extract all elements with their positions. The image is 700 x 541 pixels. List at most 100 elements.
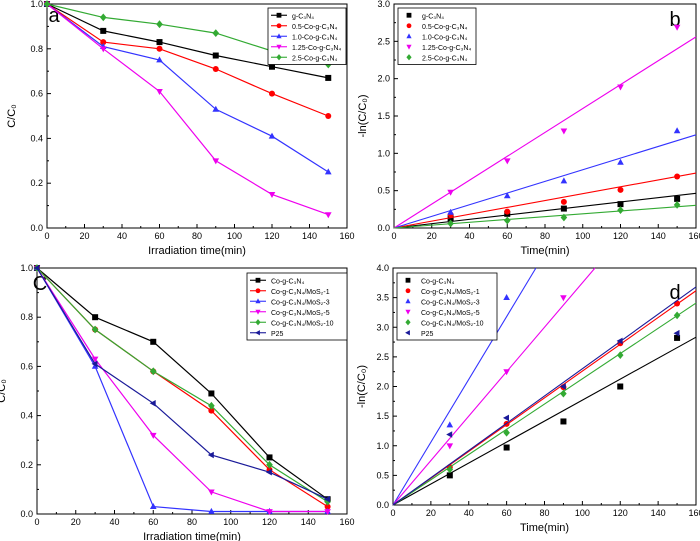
fit-line <box>393 36 697 229</box>
legend-entry: 1.25-Co-g-C₃N₄ <box>406 45 471 52</box>
legend-entry: P25 <box>405 330 434 338</box>
legend-label: 2.5-Co-g-C₃N₄ <box>292 55 338 62</box>
x-tick-label: 40 <box>464 231 474 241</box>
x-tick-label: 140 <box>301 517 316 527</box>
x-tick-label: 100 <box>227 231 242 241</box>
data-point <box>446 431 453 438</box>
y-tick-label: 0.8 <box>30 44 43 54</box>
data-point <box>447 215 454 222</box>
legend-label: Co-g-C₃N₄/MoS₂-5 <box>271 310 330 317</box>
data-point <box>33 264 40 272</box>
data-point <box>560 177 568 184</box>
data-point <box>560 198 567 205</box>
y-tick-label: 0.5 <box>377 186 390 196</box>
y-tick-label: 3.0 <box>377 0 390 9</box>
data-point <box>560 128 568 135</box>
data-point <box>447 189 454 196</box>
data-point <box>325 74 332 81</box>
y-tick-label: 0.0 <box>376 500 389 510</box>
legend-marker <box>405 277 411 283</box>
fit-line <box>393 134 697 229</box>
series-5 <box>392 302 697 506</box>
chart-panel-c: 0 20 40 60 80 100 120 140 160 0.0 0.2 0.4 0.6 0.8 1.0 I… <box>0 263 355 541</box>
data-point <box>324 509 331 516</box>
legend-entry: Co-g-C₃N₄/MoS₂-3 <box>405 298 480 306</box>
y-tick-label: 1.0 <box>30 0 43 9</box>
legend-label: 0.5-Co-g-C₃N₄ <box>422 24 468 31</box>
chart-panel-a: 0 20 40 60 80 100 120 140 160 0.0 0.2 0.4 0.6 0.8 1.0 I… <box>6 0 355 257</box>
series-1 <box>392 334 697 506</box>
data-point <box>503 428 510 437</box>
legend-label: Co-g-C₃N₄/MoS₂-3 <box>421 299 480 306</box>
legend-label: 1.25-Co-g-C₃N₄ <box>292 45 341 52</box>
data-point <box>560 213 568 222</box>
legend-label: Co-g-C₃N₄/MoS₂-1 <box>271 289 330 296</box>
y-tick-label: 1.5 <box>377 111 390 121</box>
data-point <box>560 205 567 212</box>
y-tick-label: 0.6 <box>20 361 33 371</box>
data-point <box>446 443 454 450</box>
x-tick-label: 40 <box>464 508 474 518</box>
data-point <box>503 294 510 300</box>
y-tick-label: 1.0 <box>20 263 33 273</box>
legend-label: Co-g-C₃N₄ <box>421 278 454 285</box>
legend-entry: Co-g-C₃N₄/MoS₂-10 <box>250 319 334 327</box>
x-tick-label: 120 <box>613 231 628 241</box>
y-tick-label: 0.4 <box>20 411 33 421</box>
legend-label: Co-g-C₃N₄/MoS₂-1 <box>421 289 480 296</box>
legend-marker <box>406 33 412 39</box>
legend-marker <box>406 44 412 50</box>
series-3 <box>393 127 697 229</box>
legend-entry: 0.5-Co-g-C₃N₄ <box>271 23 338 31</box>
data-point <box>266 460 273 469</box>
y-tick-label: 0.0 <box>377 223 390 233</box>
x-axis-title: Time(min) <box>520 245 569 257</box>
fit-line <box>393 192 697 229</box>
legend-entry: Co-g-C₃N₄ <box>405 277 454 285</box>
data-point <box>673 127 681 134</box>
y-tick-label: 1.5 <box>376 411 389 421</box>
data-point <box>324 495 330 503</box>
x-tick-label: 80 <box>192 231 202 241</box>
data-point <box>617 383 624 390</box>
data-point <box>208 390 215 397</box>
y-tick-label: 2.5 <box>377 36 390 46</box>
data-point <box>503 158 511 165</box>
legend-entry: Co-g-C₃N₄/MoS₂-5 <box>405 310 480 317</box>
legend-entry: g-C₃N₄ <box>406 12 444 20</box>
data-point <box>617 186 624 193</box>
legend-label: Co-g-C₃N₄ <box>271 278 304 285</box>
data-point <box>92 314 99 321</box>
legend-label: g-C₃N₄ <box>292 13 314 20</box>
data-point <box>43 0 51 8</box>
legend-entry: 2.5-Co-g-C₃N₄ <box>271 54 338 62</box>
data-point <box>269 90 275 97</box>
data-point <box>503 216 511 225</box>
data-point <box>149 503 157 509</box>
legend-marker <box>276 23 282 29</box>
fit-line <box>392 302 697 506</box>
x-tick-label: 60 <box>148 517 158 527</box>
legend-marker <box>255 277 261 283</box>
legend-entry: Co-g-C₃N₄/MoS₂-10 <box>405 319 484 327</box>
y-axis-title: C/C₀ <box>0 379 8 403</box>
x-tick-label: 20 <box>427 231 437 241</box>
legend-entry: 1.0-Co-g-C₃N₄ <box>406 33 468 41</box>
panel-label: a <box>48 5 60 27</box>
data-point <box>560 418 567 425</box>
y-tick-label: 0.0 <box>20 509 33 519</box>
data-point <box>266 509 273 516</box>
legend-marker <box>255 319 261 326</box>
data-point <box>149 432 157 439</box>
data-point <box>503 369 510 376</box>
data-point <box>560 295 567 302</box>
legend-label: 1.0-Co-g-C₃N₄ <box>422 34 468 41</box>
legend-label: Co-g-C₃N₄/MoS₂-10 <box>421 320 484 327</box>
x-tick-label: 60 <box>154 231 164 241</box>
data-point <box>212 52 219 59</box>
series-line <box>36 267 328 513</box>
legend-marker <box>276 33 282 39</box>
legend-marker <box>276 44 282 50</box>
data-point <box>503 444 510 451</box>
y-tick-label: 2.0 <box>376 382 389 392</box>
